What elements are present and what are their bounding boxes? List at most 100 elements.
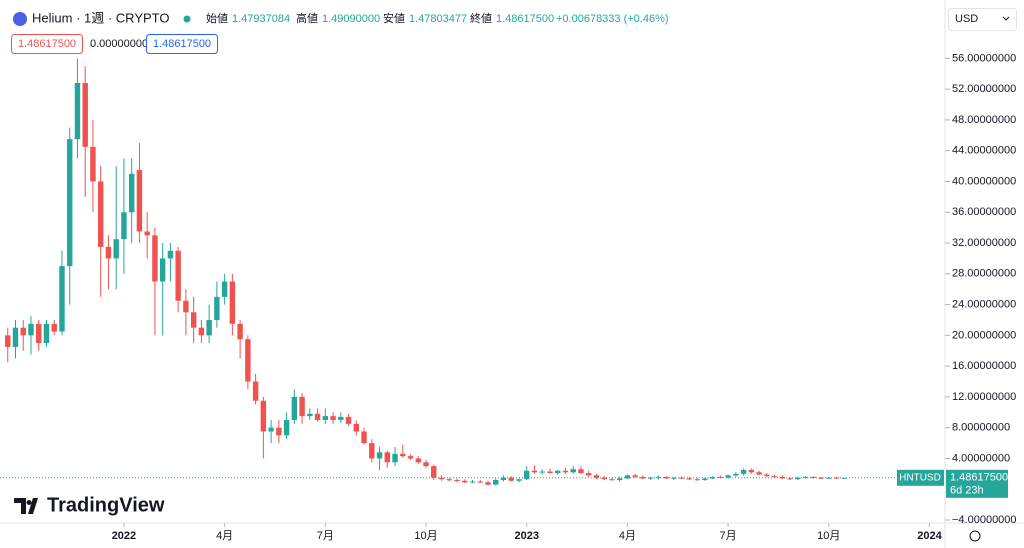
ohlc-label: 始値	[206, 11, 228, 25]
candle-body	[51, 323, 57, 332]
currency-dropdown[interactable]	[948, 8, 1017, 31]
candle-body	[307, 413, 313, 417]
symbol-icon	[13, 12, 27, 26]
y-tick-label: 20.00000000	[952, 329, 1016, 341]
candle-body	[338, 416, 344, 420]
candle-body	[733, 473, 739, 476]
symbol-tag	[897, 469, 944, 486]
ohlc-value: 1.47937084	[232, 13, 290, 25]
candle-body	[345, 416, 352, 424]
candle-body	[82, 83, 88, 147]
candle-body	[369, 443, 375, 459]
candle-body	[245, 339, 251, 382]
change: +0.00678333 (+0.46%)	[556, 13, 669, 25]
x-tick-label: 7月	[720, 530, 737, 542]
candle-body	[229, 281, 236, 324]
y-tick-label: 56.00000000	[952, 52, 1016, 64]
y-tick-label: 48.00000000	[952, 114, 1016, 126]
candle-body	[183, 300, 189, 313]
candle-body	[237, 323, 243, 340]
candle-body	[36, 323, 42, 344]
candle-body	[469, 481, 476, 483]
x-tick-label: 2024	[917, 530, 942, 542]
y-tick-label: 52.00000000	[952, 83, 1016, 95]
input-box[interactable]	[146, 34, 218, 54]
y-tick-label: 44.00000000	[952, 145, 1016, 157]
candle-body	[159, 258, 166, 282]
currency: USD	[955, 13, 978, 25]
candle-body	[276, 427, 282, 436]
candle-body	[431, 466, 437, 478]
candle-body	[748, 469, 755, 473]
candle-body	[415, 458, 421, 463]
candle-body	[400, 453, 406, 457]
candle-body	[756, 472, 762, 475]
candle-body	[322, 416, 329, 420]
candle-body	[616, 478, 623, 480]
candle-body	[655, 476, 662, 478]
candle-body	[508, 477, 514, 481]
candle-body	[113, 239, 119, 259]
candle-body	[28, 323, 34, 336]
plot: −4.00000000 4.00000000 8.00000000 12.000000…	[0, 52, 1017, 542]
candle-body	[547, 471, 553, 474]
candle-body	[454, 479, 460, 481]
candle-body	[802, 476, 809, 478]
candle-body	[283, 419, 290, 436]
ohlc-label: 高値	[296, 11, 318, 25]
y-tick-label: 24.00000000	[952, 298, 1016, 310]
candle-body	[485, 482, 491, 485]
price-tag	[946, 469, 1008, 498]
x-tick-label: 4月	[216, 530, 233, 542]
candle-body	[67, 139, 73, 267]
candle-body	[609, 479, 615, 481]
candle-body	[818, 477, 824, 479]
candle-body	[144, 231, 150, 236]
candle-body	[709, 476, 716, 479]
candle-body	[795, 477, 801, 480]
candle-body	[299, 396, 305, 417]
candle-body	[539, 471, 545, 473]
logo-text: TradingView	[47, 494, 165, 516]
candle-body	[647, 477, 654, 479]
input-value: 1.48617500	[18, 38, 76, 50]
candle-body	[136, 169, 143, 232]
y-tick-label: 12.00000000	[952, 391, 1016, 403]
candle-body	[221, 281, 228, 297]
candle-body	[97, 181, 104, 247]
x-tick-label: 2023	[514, 530, 538, 542]
candle-body	[841, 477, 848, 479]
candle-body	[291, 396, 298, 420]
x-tick-label: 10月	[817, 530, 840, 542]
candle-body	[43, 323, 50, 344]
candle-body	[578, 469, 584, 474]
logo-icon	[14, 498, 38, 514]
candle-body	[105, 246, 112, 259]
countdown: 6d 23h	[950, 485, 984, 497]
ohlc-label: 安値	[383, 11, 405, 25]
symbol[interactable]: Helium · 1週 · CRYPTO	[32, 10, 170, 25]
settings-icon[interactable]	[969, 530, 981, 542]
candle-body	[12, 327, 19, 347]
candle-body	[314, 413, 321, 420]
candle-body	[376, 452, 383, 459]
candle-body	[446, 479, 452, 481]
candle-body	[771, 476, 778, 478]
candle-body	[268, 427, 274, 432]
candle-body	[554, 470, 561, 474]
candle-body	[330, 416, 336, 420]
x-tick-label: 10月	[414, 530, 437, 542]
candle-body	[206, 319, 212, 336]
candle-body	[353, 423, 360, 432]
symbol-tag-text: HNTUSD	[899, 472, 941, 483]
candle-body	[624, 475, 631, 479]
y-tick-label: 4.00000000	[952, 452, 1010, 464]
y-tick-label: −4.00000000	[952, 514, 1017, 526]
candle-body	[570, 469, 576, 473]
y-tick-label: 40.00000000	[952, 175, 1016, 187]
candle-body	[779, 476, 786, 479]
ohlc-value: 1.47803477	[409, 13, 467, 25]
candle-body	[392, 453, 398, 463]
candle-body	[198, 327, 205, 336]
input-box[interactable]	[11, 34, 83, 54]
